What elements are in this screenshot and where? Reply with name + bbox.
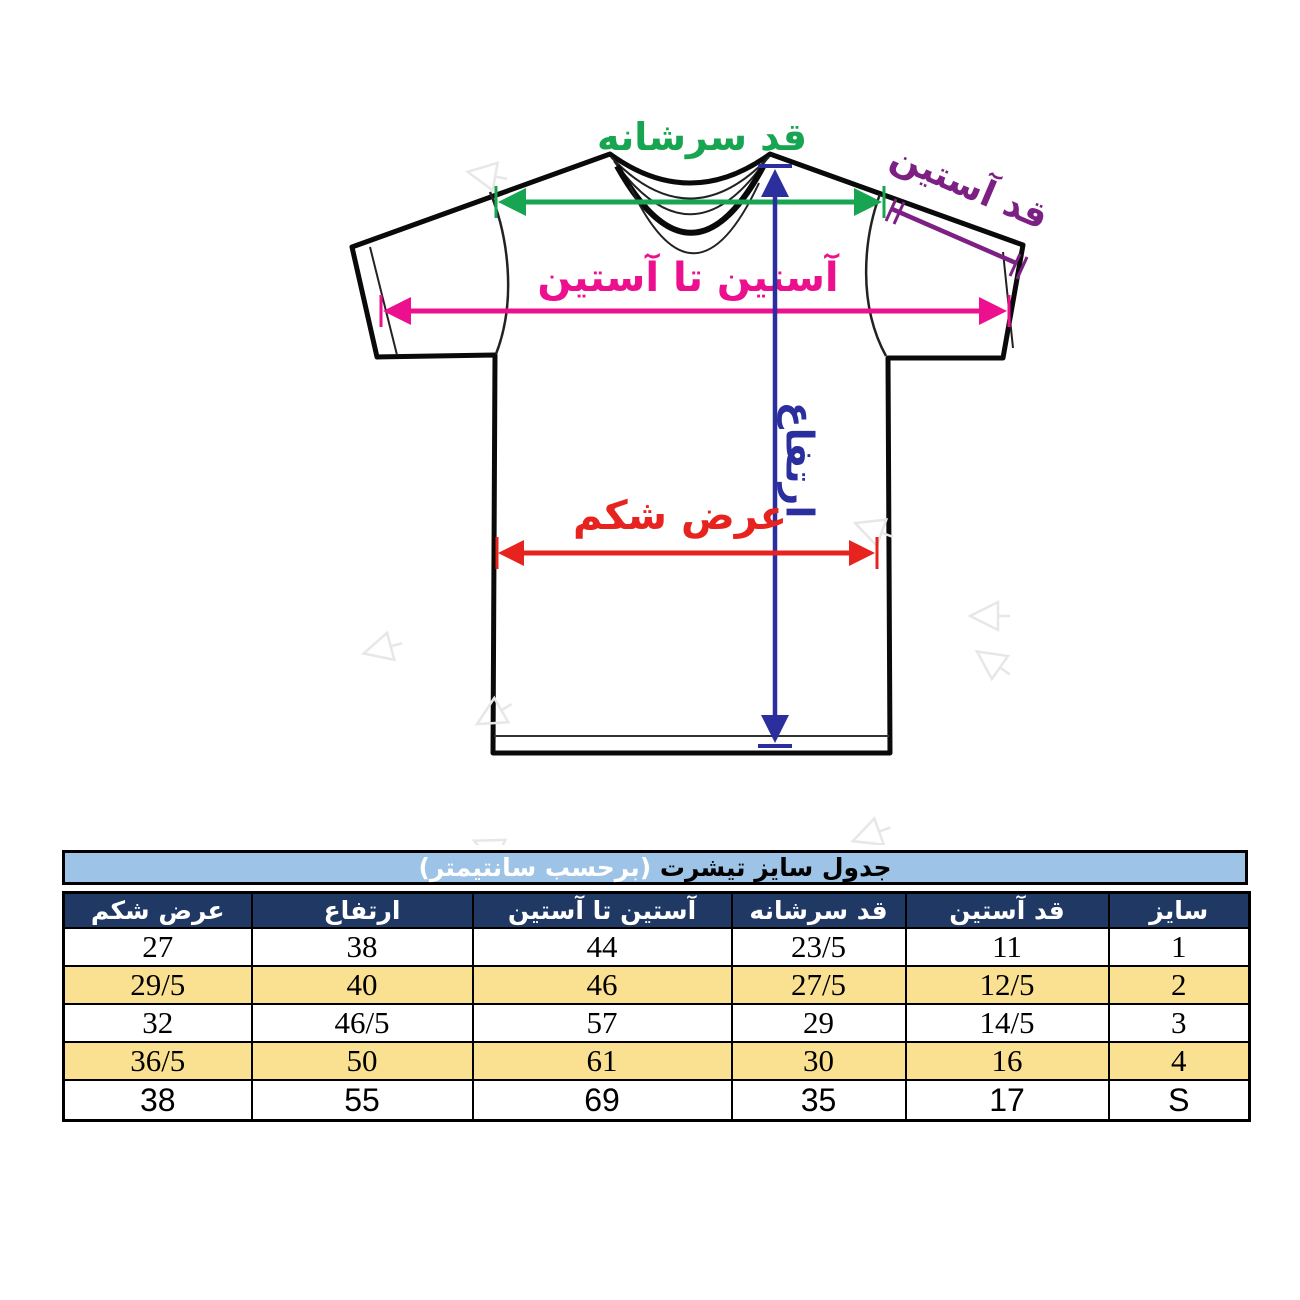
header-sleeve-to-sleeve: آستین تا آستین [471, 891, 733, 929]
table-row-size-1: 27 38 44 23/5 11 1 [62, 927, 1251, 967]
cell: 12/5 [904, 965, 1110, 1005]
height-arrow [758, 164, 792, 748]
header-sleeve-length: قد آستین [904, 891, 1110, 929]
shoulder-width-arrow [494, 186, 886, 218]
cell: 46/5 [250, 1003, 474, 1043]
cell: 14/5 [904, 1003, 1110, 1043]
cell: 36/5 [62, 1041, 253, 1081]
cell: 17 [904, 1079, 1110, 1122]
table-row-size-2: 29/5 40 46 27/5 12/5 2 [62, 965, 1251, 1005]
height-label: ارتفاع [778, 402, 822, 519]
cell: 38 [250, 927, 474, 967]
cell: 55 [250, 1079, 474, 1122]
cell: 38 [62, 1079, 253, 1122]
cell: 30 [730, 1041, 907, 1081]
size-table-section: جدول سایز تیشرت (برحسب سانتیمتر) عرض شکم… [62, 850, 1251, 1122]
belly-width-label: عرض شکم [573, 493, 787, 539]
cell: 11 [904, 927, 1110, 967]
cell: 16 [904, 1041, 1110, 1081]
cell: 27/5 [730, 965, 907, 1005]
size-table-title-unit: (برحسب سانتیمتر) [418, 853, 652, 882]
sleeve-to-sleeve-label: آستین تا آستین [537, 252, 840, 301]
size-table-title-main: جدول سایز تیشرت [651, 853, 892, 882]
cell: 1 [1107, 927, 1251, 967]
header-shoulder-width: قد سرشانه [730, 891, 907, 929]
cell: 44 [471, 927, 733, 967]
cell: 69 [471, 1079, 733, 1122]
table-row-size-4: 36/5 50 61 30 16 4 [62, 1041, 1251, 1081]
table-row-size-3: 32 46/5 57 29 14/5 3 [62, 1003, 1251, 1043]
tshirt-collar [610, 156, 770, 255]
table-row-size-s: 38 55 69 35 17 S [62, 1079, 1251, 1122]
cell: 57 [471, 1003, 733, 1043]
belly-width-arrow [495, 537, 879, 569]
cell: 4 [1107, 1041, 1251, 1081]
cell: 29 [730, 1003, 907, 1043]
tshirt-measurement-diagram: قد سرشانه قد آستین آستین تا آستین ا [349, 115, 1055, 845]
size-table-header-row: عرض شکم ارتفاع آستین تا آستین قد سرشانه … [62, 891, 1251, 929]
cell: 40 [250, 965, 474, 1005]
cell: 50 [250, 1041, 474, 1081]
cell: 23/5 [730, 927, 907, 967]
cell: 27 [62, 927, 253, 967]
cell: 29/5 [62, 965, 253, 1005]
size-table: عرض شکم ارتفاع آستین تا آستین قد سرشانه … [62, 891, 1251, 1122]
shoulder-width-label: قد سرشانه [597, 115, 807, 159]
cell: 32 [62, 1003, 253, 1043]
cell: S [1107, 1079, 1251, 1122]
tshirt-outline [349, 151, 1026, 756]
header-belly-width: عرض شکم [62, 891, 253, 929]
cell: 3 [1107, 1003, 1251, 1043]
watermark-icon [360, 161, 1011, 845]
cell: 2 [1107, 965, 1251, 1005]
sleeve-length-arrow [884, 198, 1029, 280]
sleeve-to-sleeve-arrow [379, 295, 1011, 327]
cell: 35 [730, 1079, 907, 1122]
header-height: ارتفاع [250, 891, 474, 929]
header-size: سایز [1107, 891, 1251, 929]
size-table-title: جدول سایز تیشرت (برحسب سانتیمتر) [62, 850, 1248, 885]
cell: 61 [471, 1041, 733, 1081]
cell: 46 [471, 965, 733, 1005]
